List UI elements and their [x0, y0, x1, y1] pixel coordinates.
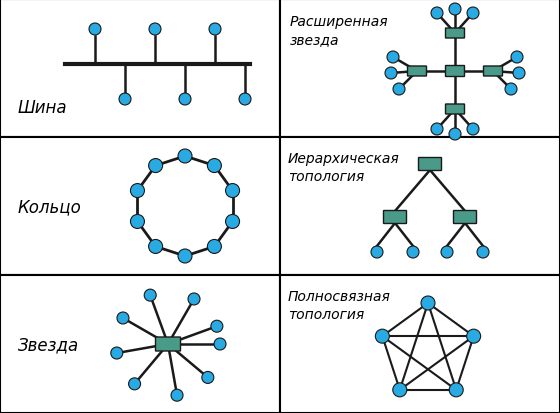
Circle shape [467, 8, 479, 20]
Circle shape [467, 124, 479, 136]
Circle shape [209, 24, 221, 36]
FancyBboxPatch shape [483, 67, 502, 77]
Circle shape [505, 84, 517, 96]
Text: Кольцо: Кольцо [18, 197, 82, 216]
Circle shape [449, 4, 461, 16]
FancyBboxPatch shape [446, 29, 464, 39]
Circle shape [431, 124, 443, 136]
FancyBboxPatch shape [446, 105, 464, 115]
Bar [280, 275, 560, 413]
Circle shape [477, 247, 489, 259]
FancyBboxPatch shape [156, 337, 180, 351]
Circle shape [239, 94, 251, 106]
Text: Расширенная
звезда: Расширенная звезда [290, 15, 389, 47]
Circle shape [449, 383, 463, 397]
Circle shape [385, 68, 397, 80]
FancyBboxPatch shape [454, 211, 477, 224]
Circle shape [387, 52, 399, 64]
Bar [280, 138, 560, 275]
FancyBboxPatch shape [408, 67, 427, 77]
Bar [280, 0, 560, 138]
Circle shape [431, 8, 443, 20]
FancyBboxPatch shape [418, 158, 441, 171]
Circle shape [207, 159, 221, 173]
Circle shape [466, 330, 480, 343]
Circle shape [148, 240, 162, 254]
Circle shape [202, 372, 214, 384]
Text: Шина: Шина [18, 99, 68, 117]
Circle shape [407, 247, 419, 259]
Circle shape [179, 94, 191, 106]
Circle shape [144, 290, 156, 301]
Circle shape [129, 378, 141, 390]
Circle shape [171, 389, 183, 401]
Circle shape [178, 150, 192, 164]
Text: Иерархическая
топология: Иерархическая топология [288, 152, 400, 184]
Circle shape [188, 293, 200, 305]
FancyBboxPatch shape [446, 66, 464, 77]
Circle shape [119, 94, 131, 106]
Circle shape [393, 383, 407, 397]
Circle shape [421, 296, 435, 310]
Circle shape [130, 184, 144, 198]
FancyBboxPatch shape [384, 211, 407, 224]
Circle shape [149, 24, 161, 36]
Circle shape [371, 247, 383, 259]
Circle shape [449, 129, 461, 141]
Circle shape [441, 247, 453, 259]
Circle shape [148, 159, 162, 173]
Circle shape [226, 184, 240, 198]
Text: Полносвязная
топология: Полносвязная топология [288, 289, 391, 322]
Circle shape [211, 320, 223, 332]
Bar [0, 138, 280, 275]
Circle shape [207, 240, 221, 254]
Circle shape [511, 52, 523, 64]
Circle shape [130, 215, 144, 229]
Bar [0, 275, 280, 413]
Circle shape [226, 215, 240, 229]
Bar [0, 0, 280, 138]
Circle shape [111, 347, 123, 359]
Circle shape [89, 24, 101, 36]
Circle shape [178, 249, 192, 263]
Circle shape [214, 338, 226, 350]
Circle shape [375, 330, 389, 343]
Circle shape [393, 84, 405, 96]
Text: Звезда: Звезда [18, 335, 80, 353]
Circle shape [117, 312, 129, 324]
Circle shape [513, 68, 525, 80]
